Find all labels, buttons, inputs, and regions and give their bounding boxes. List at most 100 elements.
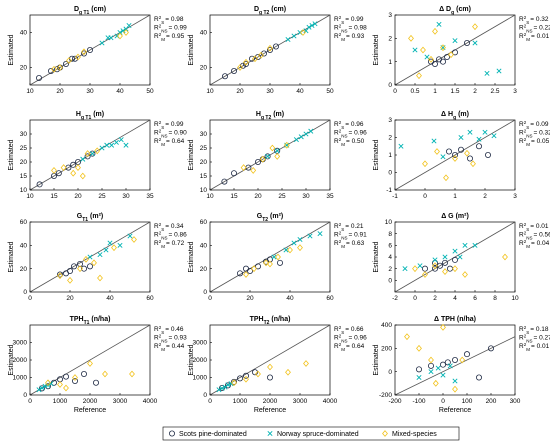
norway-spruce-marker <box>274 148 280 154</box>
scots-pine-marker <box>36 181 43 188</box>
r2-annotation: R2S= 0.99 <box>334 15 364 25</box>
mixed-species-marker <box>45 379 51 387</box>
plot-area <box>394 324 516 396</box>
mixed-species-marker <box>428 55 434 63</box>
mixed-species-marker <box>60 164 67 172</box>
x-tick-label: 40 <box>116 88 124 95</box>
mixed-species-marker <box>240 164 247 172</box>
scots-pine-marker <box>236 270 243 277</box>
x-tick-label: 1000 <box>233 398 248 405</box>
r2-annotation: R2NS= 0.32 <box>519 128 550 138</box>
norway-spruce-marker <box>126 22 132 29</box>
r2-annotation: R2M= 0.04 <box>519 239 550 249</box>
scots-pine-marker <box>443 54 450 61</box>
mixed-species-marker <box>66 57 72 64</box>
scots-pine-marker <box>55 170 62 177</box>
norway-spruce-marker <box>416 374 422 381</box>
mixed-species-marker <box>51 65 57 73</box>
x-tick-label: 40 <box>106 295 114 302</box>
r2-annotation: R2S= 0.98 <box>154 15 184 25</box>
norway-spruce-marker <box>222 384 228 390</box>
panel-title: GT2 (m²) <box>257 213 283 223</box>
r2-annotation: R2S= 0.66 <box>334 325 364 335</box>
norway-spruce-marker <box>216 387 222 393</box>
scots-pine-marker <box>230 170 237 177</box>
scots-pine-marker <box>266 47 273 54</box>
legend-label: Scots pine-dominated <box>179 431 247 438</box>
scots-pine-marker <box>415 366 422 373</box>
y-tick-label: 15 <box>200 173 208 180</box>
x-tick-label: 20 <box>66 295 74 302</box>
x-tick-label: 10 <box>26 193 34 200</box>
norway-spruce-marker <box>428 369 434 375</box>
y-tick-label: 6 <box>388 243 392 250</box>
x-tick-label: 200 <box>486 398 497 405</box>
panel-title: Dg T1 (cm) <box>74 6 106 16</box>
norway-spruce-marker <box>219 385 225 391</box>
r2-annotation: R2NS= 0.98 <box>334 23 367 33</box>
scots-pine-marker <box>84 153 91 160</box>
r2-annotation: R2M= 0.50 <box>334 137 365 147</box>
norway-spruce-marker <box>42 383 48 389</box>
mixed-species-marker <box>79 172 86 180</box>
r2-annotation: R2M= 0.64 <box>154 137 185 147</box>
norway-spruce-marker <box>293 137 299 143</box>
y-axis-label: Estimated <box>373 34 380 65</box>
scots-pine-marker <box>57 271 64 278</box>
r2-annotation: R2M= 0.01 <box>519 342 550 352</box>
scots-pine-marker <box>81 265 88 272</box>
scots-pine-marker <box>487 345 494 352</box>
scots-pine-marker <box>264 153 271 160</box>
norway-spruce-marker <box>108 35 114 41</box>
r2-annotation: R2M= 0.05 <box>519 137 550 147</box>
x-tick-label: 20 <box>236 88 244 95</box>
x-tick-label: -1 <box>392 193 398 200</box>
x-tick-label: 0 <box>28 398 32 405</box>
x-tick-label: 30 <box>122 193 130 200</box>
chart-panel-7: 0 20 40 60 0 20 40 60 GT1 (m²) Estimated R2S= 0.34… <box>8 213 187 302</box>
x-tick-label: 50 <box>146 88 154 95</box>
norway-spruce-marker <box>89 151 95 157</box>
scots-pine-marker <box>81 370 88 377</box>
mixed-species-marker <box>129 370 135 378</box>
y-tick-label: 25 <box>200 145 208 152</box>
mixed-species-marker <box>123 29 129 36</box>
x-tick-label: 4000 <box>323 398 338 405</box>
mixed-species-marker <box>243 375 249 383</box>
x-tick-label: 15 <box>230 193 238 200</box>
x-tick-label: 2 <box>483 193 487 200</box>
x-tick-label: -100 <box>412 398 425 405</box>
scots-pine-marker <box>445 148 452 155</box>
r2-annotation: R2S= 0.09 <box>519 120 549 130</box>
mixed-species-marker <box>267 363 273 371</box>
chart-panel-8: 0 20 40 60 0 20 40 60 GT2 (m²) Estimated R2S= 0.21… <box>188 213 367 302</box>
x-tick-label: -200 <box>388 398 401 405</box>
mixed-species-marker <box>422 271 428 278</box>
r2-annotation: R2M= 0.44 <box>154 342 185 352</box>
panel-title: Hg T1 (m) <box>76 111 104 121</box>
y-tick-label: 1 <box>388 59 392 66</box>
mixed-species-marker <box>297 244 303 252</box>
scots-pine-marker <box>224 382 231 389</box>
r2-annotation: R2S= 0.99 <box>154 120 184 130</box>
scots-pine-marker <box>439 361 446 368</box>
r2-annotation: R2NS= 0.22 <box>519 23 550 33</box>
x-tick-label: 8 <box>493 295 497 302</box>
x-tick-label: 35 <box>326 193 334 200</box>
norway-spruce-marker <box>452 378 458 384</box>
mixed-species-marker <box>70 169 77 177</box>
mixed-species-marker <box>243 58 249 66</box>
x-axis-label: Reference <box>439 407 471 414</box>
legend-label: Mixed-species <box>392 431 437 438</box>
mixed-species-marker <box>452 155 458 162</box>
r2-annotation: R2S= 0.01 <box>519 222 549 232</box>
r2-annotation: R2S= 0.32 <box>519 15 549 25</box>
y-tick-label: 10 <box>200 187 208 194</box>
scots-pine-marker <box>72 377 79 384</box>
x-tick-label: 100 <box>462 398 473 405</box>
y-tick-label: 20 <box>20 65 28 72</box>
x-tick-label: 10 <box>206 193 214 200</box>
norway-spruce-marker <box>417 263 423 269</box>
mixed-species-marker <box>237 64 243 71</box>
mixed-species-marker <box>412 265 418 273</box>
